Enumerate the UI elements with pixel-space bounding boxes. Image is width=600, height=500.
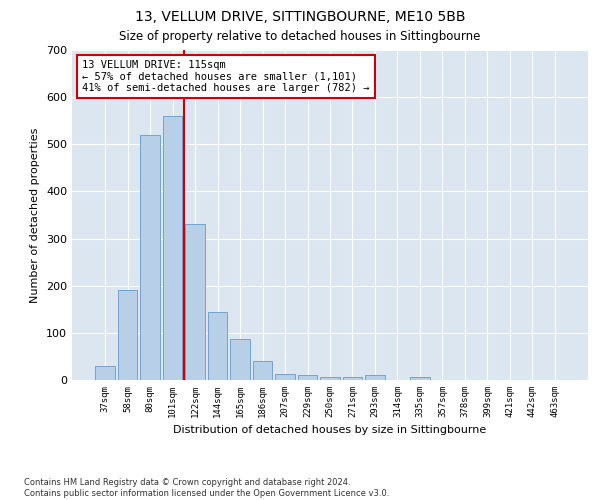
Y-axis label: Number of detached properties: Number of detached properties xyxy=(31,128,40,302)
Bar xyxy=(118,290,137,380)
Bar xyxy=(208,312,227,380)
Bar xyxy=(140,135,160,380)
Bar xyxy=(95,366,115,380)
X-axis label: Distribution of detached houses by size in Sittingbourne: Distribution of detached houses by size … xyxy=(173,426,487,436)
Bar xyxy=(365,376,385,380)
Bar xyxy=(163,116,182,380)
Bar xyxy=(253,361,272,380)
Bar xyxy=(298,376,317,380)
Bar xyxy=(343,376,362,380)
Bar xyxy=(185,224,205,380)
Text: 13, VELLUM DRIVE, SITTINGBOURNE, ME10 5BB: 13, VELLUM DRIVE, SITTINGBOURNE, ME10 5B… xyxy=(135,10,465,24)
Bar xyxy=(320,376,340,380)
Text: 13 VELLUM DRIVE: 115sqm
← 57% of detached houses are smaller (1,101)
41% of semi: 13 VELLUM DRIVE: 115sqm ← 57% of detache… xyxy=(82,60,370,93)
Text: Size of property relative to detached houses in Sittingbourne: Size of property relative to detached ho… xyxy=(119,30,481,43)
Bar xyxy=(410,376,430,380)
Text: Contains HM Land Registry data © Crown copyright and database right 2024.
Contai: Contains HM Land Registry data © Crown c… xyxy=(24,478,389,498)
Bar xyxy=(275,374,295,380)
Bar xyxy=(230,339,250,380)
